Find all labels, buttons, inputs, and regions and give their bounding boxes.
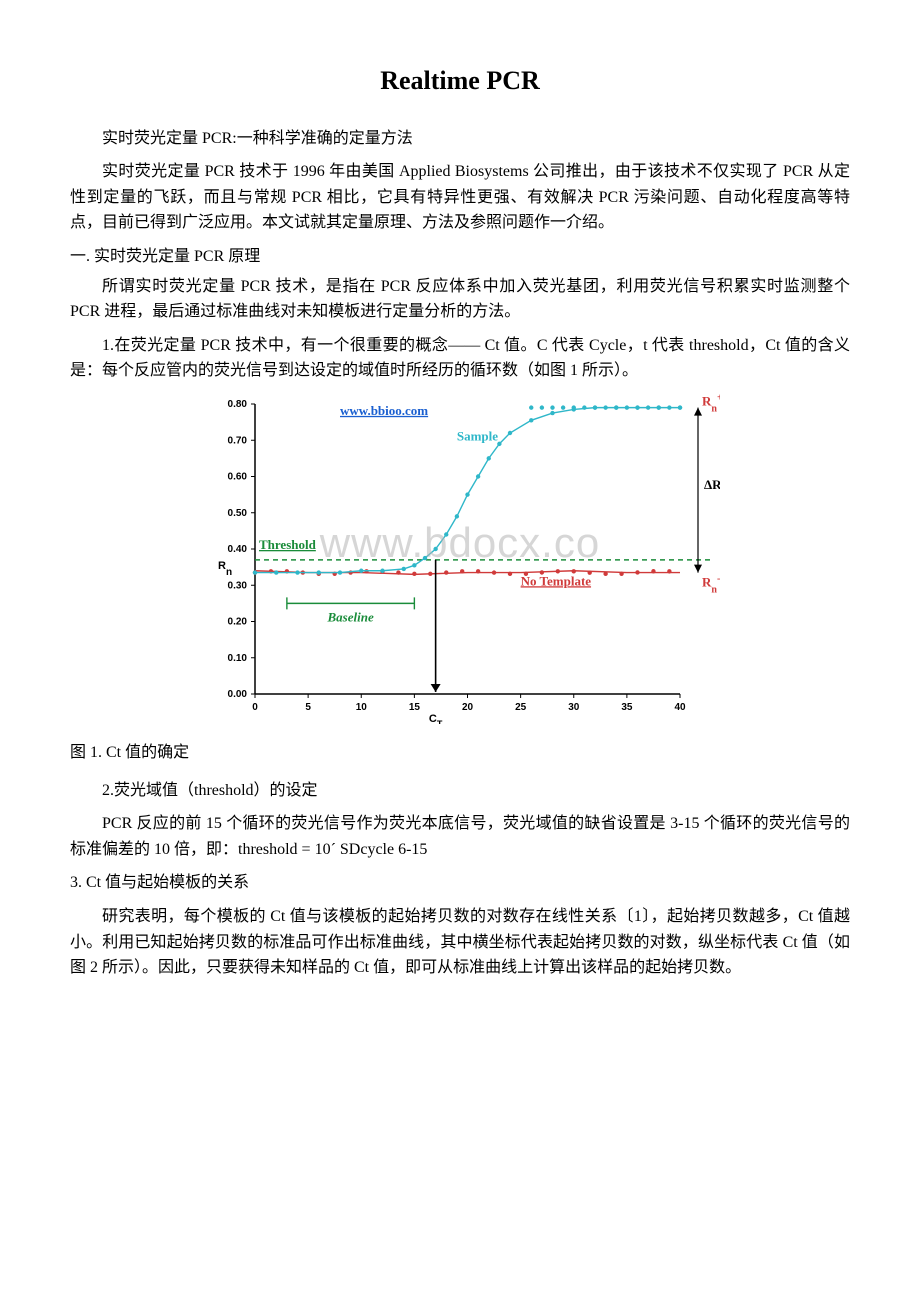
svg-text:Baseline: Baseline	[327, 609, 374, 624]
svg-text:0.40: 0.40	[228, 544, 248, 555]
ct-amplification-chart: 0.00 0.10 0.20 0.30 0.40 0.50 0.60 0.70 0.80 0 5 10…	[200, 394, 720, 724]
svg-text:0.60: 0.60	[228, 471, 248, 482]
svg-text:0.20: 0.20	[228, 616, 248, 627]
svg-text:Rn: Rn	[218, 560, 232, 578]
svg-text:0.10: 0.10	[228, 653, 248, 664]
section-2-paragraph-1: PCR 反应的前 15 个循环的荧光信号作为荧光本底信号，荧光域值的缺省设置是 …	[70, 811, 850, 862]
svg-text:10: 10	[356, 702, 368, 713]
section-1-heading: 一. 实时荧光定量 PCR 原理	[70, 244, 850, 270]
svg-text:CT: CT	[429, 713, 443, 724]
svg-text:0.80: 0.80	[228, 399, 248, 410]
svg-text:No Template: No Template	[521, 573, 592, 588]
svg-text:40: 40	[674, 702, 686, 713]
section-2-heading: 2.荧光域值（threshold）的设定	[70, 778, 850, 804]
svg-text:0.70: 0.70	[228, 435, 248, 446]
svg-text:0.00: 0.00	[228, 689, 248, 700]
svg-text:Threshold: Threshold	[259, 537, 317, 552]
section-1-paragraph-1: 所谓实时荧光定量 PCR 技术，是指在 PCR 反应体系中加入荧光基团，利用荧光…	[70, 274, 850, 325]
section-3-paragraph-1: 研究表明，每个模板的 Ct 值与该模板的起始拷贝数的对数存在线性关系〔1〕，起始…	[70, 904, 850, 981]
svg-text:15: 15	[409, 702, 421, 713]
svg-text:30: 30	[568, 702, 580, 713]
svg-text:www.bbioo.com: www.bbioo.com	[340, 403, 428, 418]
svg-text:35: 35	[621, 702, 633, 713]
svg-text:20: 20	[462, 702, 474, 713]
svg-text:Rn-: Rn-	[702, 573, 720, 595]
subtitle: 实时荧光定量 PCR:一种科学准确的定量方法	[70, 126, 850, 152]
svg-text:Rn+: Rn+	[702, 394, 720, 414]
svg-text:Sample: Sample	[457, 428, 498, 443]
svg-text:0.50: 0.50	[228, 508, 248, 519]
section-3-heading: 3. Ct 值与起始模板的关系	[70, 870, 850, 896]
svg-text:5: 5	[305, 702, 311, 713]
section-1-paragraph-2: 1.在荧光定量 PCR 技术中，有一个很重要的概念—— Ct 值。C 代表 Cy…	[70, 333, 850, 384]
svg-text:ΔRn: ΔRn	[704, 477, 720, 492]
figure-1-caption: 图 1. Ct 值的确定	[70, 740, 850, 766]
intro-paragraph: 实时荧光定量 PCR 技术于 1996 年由美国 Applied Biosyst…	[70, 159, 850, 236]
svg-text:25: 25	[515, 702, 527, 713]
svg-text:0.30: 0.30	[228, 580, 248, 591]
page-title: Realtime PCR	[70, 60, 850, 102]
svg-text:0: 0	[252, 702, 258, 713]
figure-1-chart: www.bdocx.co 0.000.100.200.300.400.500.6…	[200, 394, 720, 724]
